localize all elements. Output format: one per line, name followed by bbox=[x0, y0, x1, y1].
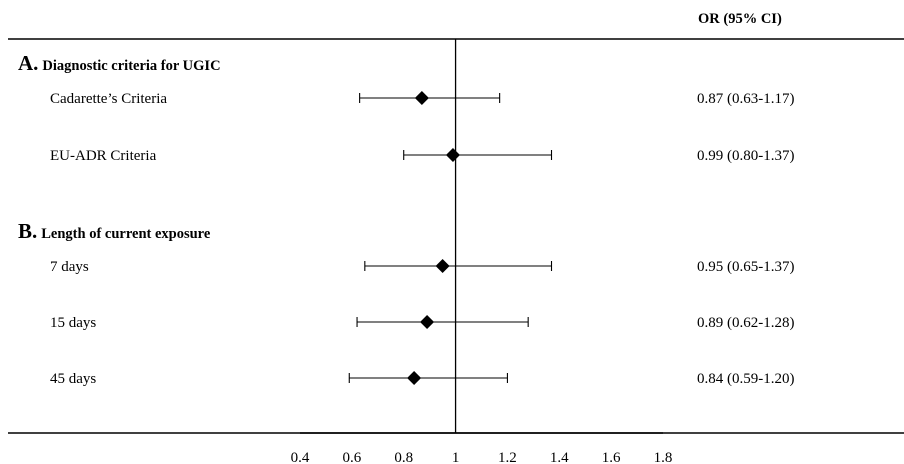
x-tick-label: 1.4 bbox=[550, 450, 569, 464]
or-ci-value: 0.89 (0.62-1.28) bbox=[697, 315, 795, 331]
row-label: 15 days bbox=[50, 315, 96, 331]
section-heading: B. Length of current exposure bbox=[18, 219, 211, 243]
x-tick-label: 1.6 bbox=[602, 450, 621, 464]
or-point-diamond bbox=[414, 91, 429, 105]
or-point-diamond bbox=[445, 148, 460, 162]
section-title: Diagnostic criteria for UGIC bbox=[42, 58, 220, 74]
row-label: EU-ADR Criteria bbox=[50, 148, 157, 164]
row-label: 45 days bbox=[50, 371, 96, 387]
or-point-diamond bbox=[435, 259, 450, 273]
or-ci-value: 0.87 (0.63-1.17) bbox=[697, 91, 795, 107]
or-point-diamond bbox=[407, 371, 422, 385]
row-label: Cadarette’s Criteria bbox=[50, 91, 167, 107]
or-ci-value: 0.99 (0.80-1.37) bbox=[697, 148, 795, 164]
section-heading: A. Diagnostic criteria for UGIC bbox=[18, 51, 221, 75]
section-title: Length of current exposure bbox=[41, 226, 211, 242]
x-tick-label: 1.8 bbox=[654, 450, 673, 464]
section-letter: A. bbox=[18, 51, 38, 75]
or-ci-column-header: OR (95% CI) bbox=[698, 11, 782, 27]
or-ci-value: 0.84 (0.59-1.20) bbox=[697, 371, 795, 387]
section-letter: B. bbox=[18, 219, 37, 243]
x-axis: 0.4 0.6 0.8 1 1.2 1.4 1.6 1.8 bbox=[291, 432, 673, 464]
forest-sections: A. Diagnostic criteria for UGIC Cadarette’… bbox=[18, 39, 795, 433]
or-ci-value: 0.95 (0.65-1.37) bbox=[697, 259, 795, 275]
x-tick-label: 0.8 bbox=[394, 450, 413, 464]
x-tick-label: 1.2 bbox=[498, 450, 517, 464]
x-tick-label: 0.6 bbox=[342, 450, 361, 464]
x-tick-label: 1 bbox=[452, 450, 460, 464]
or-point-diamond bbox=[420, 315, 435, 329]
x-tick-label: 0.4 bbox=[291, 450, 310, 464]
row-label: 7 days bbox=[50, 259, 89, 275]
